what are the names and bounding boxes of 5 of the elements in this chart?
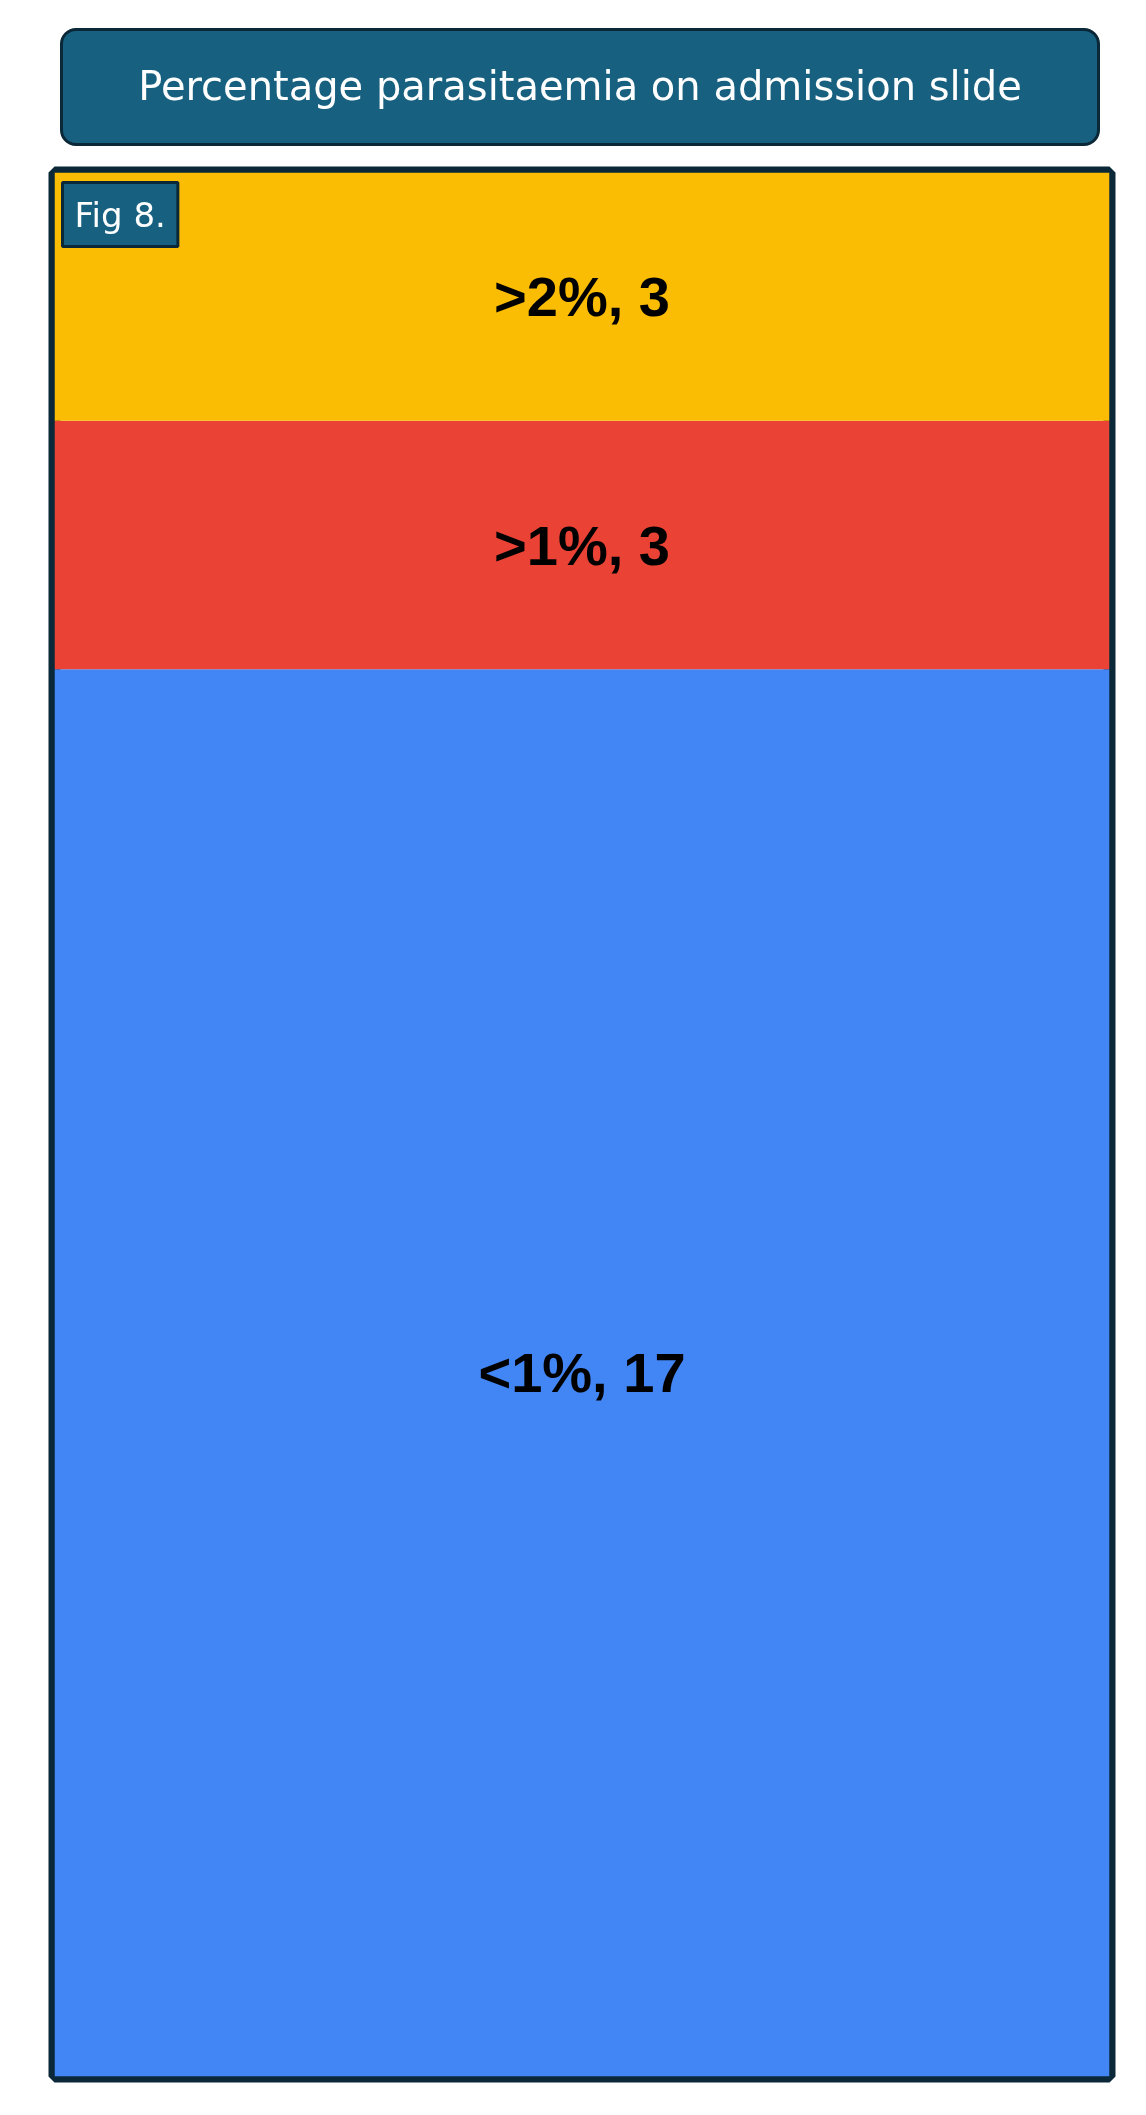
annotation: Fig 8. [74, 194, 166, 235]
data-label: >1%, 3 [494, 513, 670, 577]
chart-title: Percentage parasitaemia on admission slide [138, 62, 1022, 112]
data-label: >2%, 3 [494, 265, 670, 329]
data-label: <1%, 17 [478, 1341, 686, 1405]
